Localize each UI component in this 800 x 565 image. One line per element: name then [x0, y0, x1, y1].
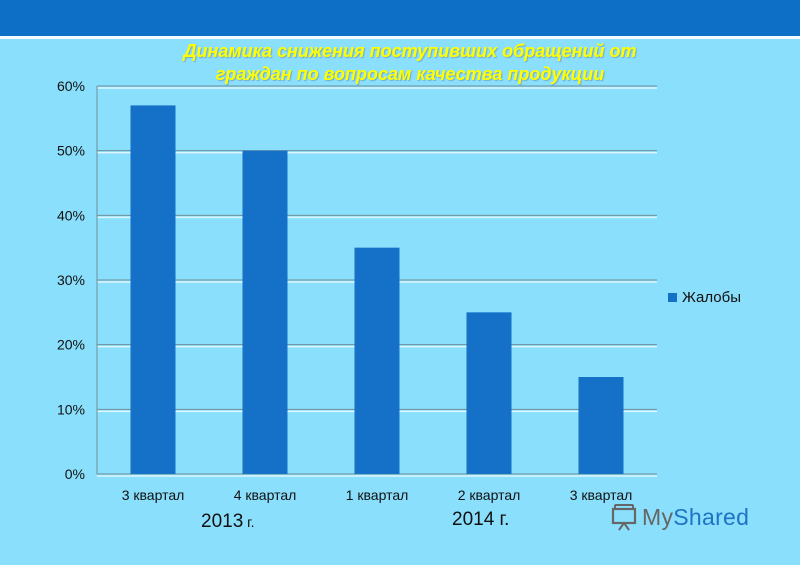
x-tick-label: 2 квартал — [458, 487, 521, 503]
header-bar — [0, 0, 800, 36]
bar-3 — [354, 247, 400, 474]
y-tick-label: 40% — [57, 207, 85, 223]
chart-title-line-1: Динамика снижения поступивших обращений … — [183, 41, 637, 61]
logo-text-prefix: My — [642, 503, 674, 530]
chart-title: Динамика снижения поступивших обращений … — [120, 40, 700, 86]
logo-text: MyShared — [642, 504, 749, 531]
header-divider — [0, 36, 800, 39]
y-tick-label: 0% — [65, 466, 85, 482]
bar-2 — [242, 150, 288, 474]
year-2013-number: 2013 — [201, 511, 244, 532]
x-tick-label: 1 квартал — [346, 487, 409, 503]
y-tick-label: 10% — [57, 401, 85, 417]
myshared-logo: MyShared — [610, 503, 749, 531]
y-tick-label: 60% — [57, 78, 85, 94]
legend-swatch — [668, 293, 677, 302]
logo-text-accent: Shared — [673, 503, 750, 530]
year-label-2014: 2014 г. — [452, 509, 510, 530]
y-tick-label: 50% — [57, 143, 85, 159]
bar-4 — [466, 312, 512, 474]
presentation-icon — [611, 504, 637, 531]
x-tick-label: 4 квартал — [234, 487, 297, 503]
y-tick-label: 30% — [57, 272, 85, 288]
y-tick-label: 20% — [57, 337, 85, 353]
x-tick-label: 3 квартал — [122, 487, 185, 503]
legend: Жалобы — [668, 289, 741, 306]
legend-label: Жалобы — [682, 289, 741, 306]
chart-title-line-2: граждан по вопросам качества продукции — [215, 64, 605, 84]
year-label-2013: 2013 г. — [201, 511, 254, 533]
year-2013-suffix: г. — [243, 514, 255, 530]
x-tick-label: 3 квартал — [570, 487, 633, 503]
bar-1 — [130, 105, 176, 475]
bar-5 — [578, 377, 624, 474]
